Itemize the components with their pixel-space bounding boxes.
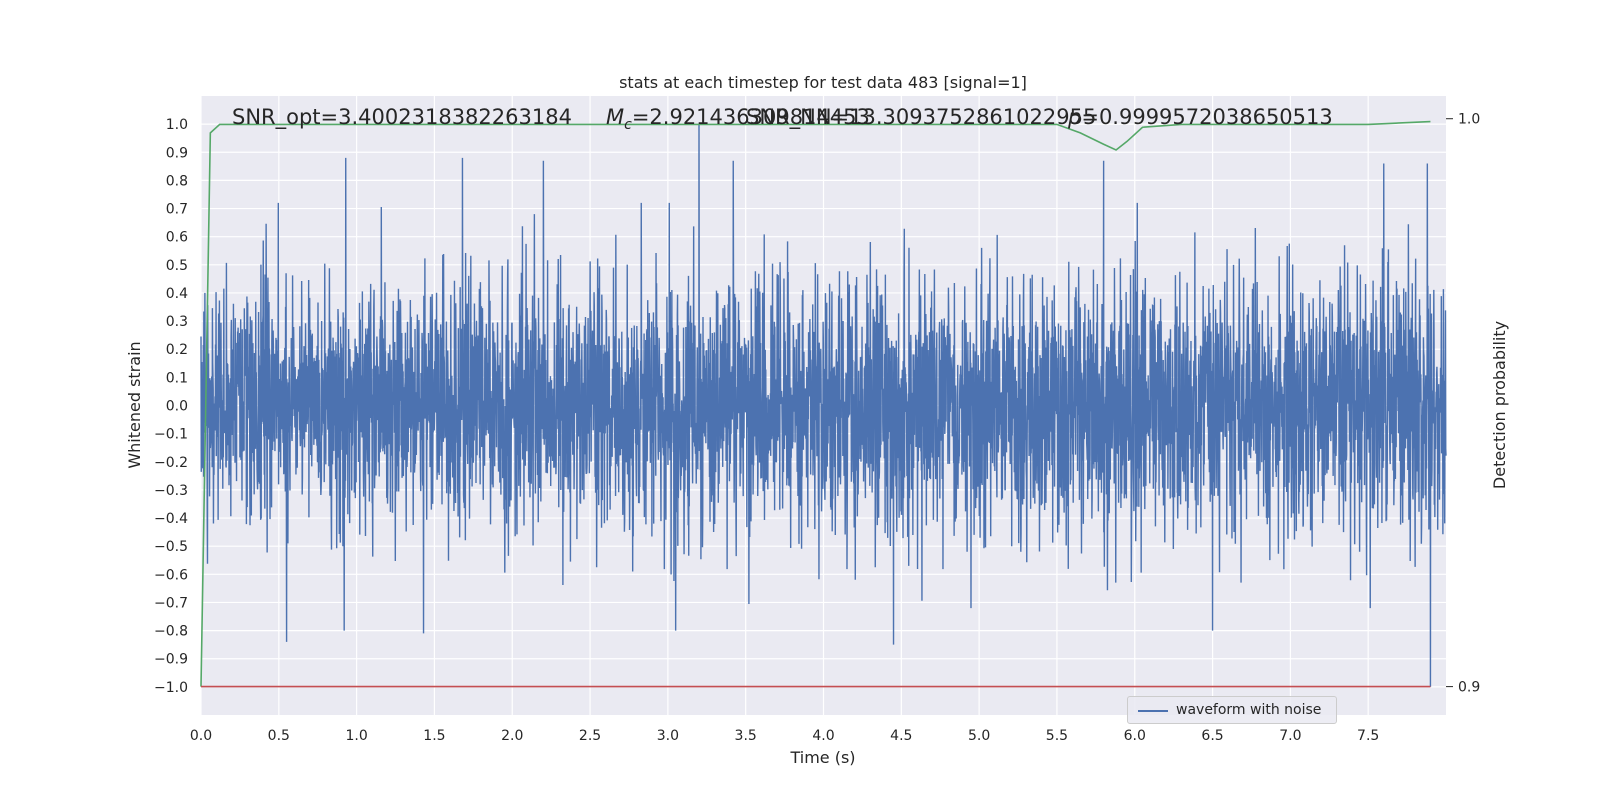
- y-tick-label: 0.3: [166, 314, 188, 330]
- y-tick-label: −0.6: [154, 567, 188, 583]
- x-tick-label: 1.5: [423, 728, 445, 744]
- y-tick-label: 0.4: [166, 286, 188, 302]
- series-waveform-line: [200, 124, 1447, 687]
- annotation-snr-opt: SNR_opt=3.4002318382263184: [232, 105, 572, 130]
- y-tick-label: 0.0: [166, 399, 188, 415]
- x-axis-label: Time (s): [789, 748, 855, 767]
- x-tick-label: 4.5: [890, 728, 912, 744]
- y-tick-label: −0.4: [154, 511, 188, 527]
- x-tick-label: 6.5: [1201, 728, 1223, 744]
- y-axis-label: Whitened strain: [125, 341, 144, 468]
- y-tick-label: 0.8: [166, 173, 188, 189]
- x-tick-label: 7.0: [1279, 728, 1301, 744]
- y-tick-label: −0.3: [154, 483, 188, 499]
- y2-tick-label: 0.9: [1458, 680, 1480, 696]
- annotation-probability: p=0.9999572038650513: [1067, 105, 1333, 129]
- x-tick-label: 2.5: [579, 728, 601, 744]
- y-tick-label: 1.0: [166, 117, 188, 133]
- annotation-snr-nn: SNR_NN=13.3093752861022955: [746, 105, 1096, 130]
- legend: waveform with noise: [1127, 696, 1337, 724]
- y-tick-label: −0.7: [154, 595, 188, 611]
- series-line-1: [200, 120, 1431, 687]
- x-tick-label: 7.5: [1357, 728, 1379, 744]
- series-layer: [200, 120, 1447, 688]
- tick-labels: 0.0 0.5 1.0 1.5 2.0 2.5 3.0 3.5 4.0 4.5 5.0 5.5 6.0 6…: [154, 112, 1480, 744]
- x-tick-label: 6.0: [1124, 728, 1146, 744]
- y-tick-label: −0.2: [154, 455, 188, 471]
- x-tick-label: 4.0: [812, 728, 834, 744]
- annotation-chirp-mass: Mc=2.921436309814453: [606, 105, 870, 133]
- x-tick-label: 3.5: [735, 728, 757, 744]
- y-tick-label: −0.8: [154, 624, 188, 640]
- y-tick-label: 0.7: [166, 202, 188, 218]
- x-tick-label: 5.0: [968, 728, 990, 744]
- x-tick-label: 1.0: [345, 728, 367, 744]
- y-tick-label: −0.5: [154, 539, 188, 555]
- legend-swatch-waveform: [1138, 710, 1168, 712]
- chart-title: stats at each timestep for test data 483…: [619, 73, 1027, 92]
- y-tick-label: −1.0: [154, 680, 188, 696]
- x-tick-label: 2.0: [501, 728, 523, 744]
- y2-tick-label: 1.0: [1458, 112, 1480, 128]
- x-tick-label: 5.5: [1046, 728, 1068, 744]
- legend-label-waveform: waveform with noise: [1176, 702, 1322, 718]
- y-tick-label: 0.2: [166, 342, 188, 358]
- x-tick-label: 0.0: [190, 728, 212, 744]
- y-tick-label: 0.1: [166, 370, 188, 386]
- y-tick-label: 0.9: [166, 145, 188, 161]
- y-tick-label: −0.1: [154, 427, 188, 443]
- y2-axis-label: Detection probability: [1490, 321, 1509, 489]
- x-tick-label: 0.5: [268, 728, 290, 744]
- y-tick-label: 0.5: [166, 258, 188, 274]
- x-tick-label: 3.0: [657, 728, 679, 744]
- y-tick-label: 0.6: [166, 230, 188, 246]
- y-tick-label: −0.9: [154, 652, 188, 668]
